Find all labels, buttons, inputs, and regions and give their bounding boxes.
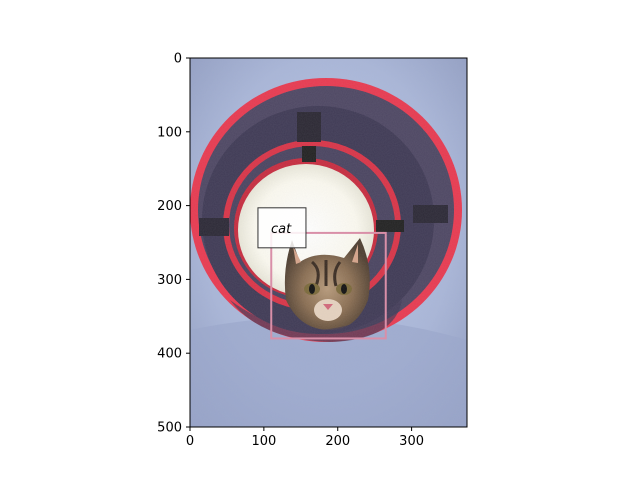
x-tick-label: 0 [186, 434, 194, 449]
y-tick-label: 500 [157, 421, 182, 436]
x-axis: 0 100 200 300 [186, 427, 424, 449]
axes-frame [189, 57, 468, 428]
x-tick-label: 100 [251, 434, 276, 449]
photo [190, 58, 467, 427]
cat-label-text: cat [271, 222, 292, 237]
y-tick-label: 400 [157, 347, 182, 362]
y-tick-label: 100 [157, 125, 182, 140]
y-tick-label: 0 [174, 52, 182, 67]
cat-label-box [257, 207, 307, 249]
cat-bounding-box [270, 231, 387, 340]
y-tick-label: 300 [157, 273, 182, 288]
y-tick-label: 200 [157, 199, 182, 214]
y-axis: 0 100 200 300 400 500 [157, 52, 190, 436]
x-tick-label: 300 [399, 434, 424, 449]
x-tick-label: 200 [325, 434, 350, 449]
